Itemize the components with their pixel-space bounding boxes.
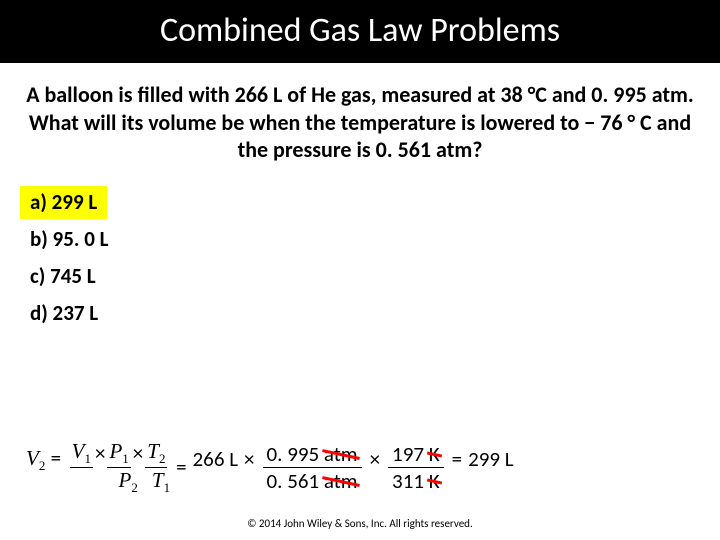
fraction-temperature: 197 K 311 K xyxy=(388,441,444,494)
answer-options: a) 299 L b) 95. 0 L c) 745 L d) 237 L xyxy=(0,180,720,334)
equals-sign: = xyxy=(51,445,61,471)
result-value: 299 L xyxy=(468,446,514,472)
value-266: 266 L xyxy=(193,446,239,472)
fraction-pressure: 0. 995 atm 0. 561 atm xyxy=(263,441,362,494)
unit-k-strike-1: K xyxy=(429,441,440,467)
option-d: d) 237 L xyxy=(20,297,108,330)
formula-fraction: V1 × P1 × T2 V1× P2 T1 xyxy=(67,439,170,496)
equals-sign-2: = xyxy=(176,454,186,480)
times-2: × xyxy=(370,446,380,472)
unit-atm-strike-2: atm xyxy=(324,468,358,494)
var-v2: V2 xyxy=(26,446,45,470)
unit-k-strike-2: K xyxy=(429,468,440,494)
option-b: b) 95. 0 L xyxy=(20,223,118,256)
slide-title: Combined Gas Law Problems xyxy=(0,0,720,63)
question-text: A balloon is filled with 266 L of He gas… xyxy=(0,63,720,180)
option-c: c) 745 L xyxy=(20,260,106,293)
unit-atm-strike-1: atm xyxy=(324,441,358,467)
times-1: × xyxy=(244,446,254,472)
solution-equation: V2 = V1 × P1 × T2 V1× P2 T1 = 266 L × 0.… xyxy=(26,439,706,496)
equals-sign-3: = xyxy=(452,446,462,472)
copyright-text: © 2014 John Wiley & Sons, Inc. All right… xyxy=(0,517,720,530)
option-a: a) 299 L xyxy=(20,186,107,219)
